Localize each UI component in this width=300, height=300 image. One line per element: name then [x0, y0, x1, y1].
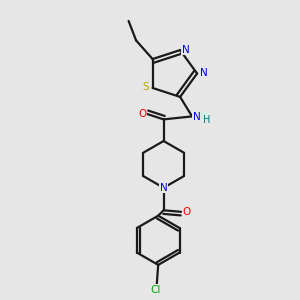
Text: N: N: [200, 68, 208, 79]
Text: H: H: [203, 115, 210, 125]
Text: S: S: [143, 82, 149, 92]
Text: N: N: [160, 183, 167, 193]
Text: Cl: Cl: [150, 285, 160, 295]
Text: N: N: [193, 112, 201, 122]
Text: O: O: [138, 109, 146, 119]
Text: O: O: [182, 207, 190, 217]
Text: N: N: [182, 44, 189, 55]
